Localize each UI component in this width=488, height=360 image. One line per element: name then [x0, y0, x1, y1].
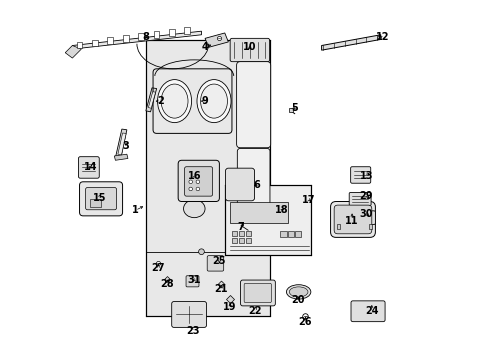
Ellipse shape	[286, 285, 310, 299]
Text: 23: 23	[185, 325, 199, 336]
FancyBboxPatch shape	[145, 40, 269, 316]
Text: 14: 14	[83, 162, 97, 172]
Ellipse shape	[289, 287, 307, 297]
Text: 17: 17	[302, 195, 315, 205]
Text: 13: 13	[359, 171, 372, 181]
Text: 15: 15	[92, 193, 106, 203]
Bar	[239, 238, 244, 243]
FancyBboxPatch shape	[178, 160, 219, 202]
FancyBboxPatch shape	[185, 276, 199, 287]
Circle shape	[196, 187, 199, 191]
FancyBboxPatch shape	[230, 39, 269, 62]
Circle shape	[198, 249, 204, 255]
Text: 18: 18	[275, 206, 288, 216]
FancyBboxPatch shape	[350, 301, 384, 321]
FancyBboxPatch shape	[85, 188, 116, 210]
Text: 21: 21	[214, 284, 227, 294]
FancyBboxPatch shape	[236, 62, 270, 148]
Bar	[90, 199, 101, 207]
Bar	[231, 231, 237, 235]
Polygon shape	[118, 133, 126, 155]
Bar	[153, 31, 159, 38]
Ellipse shape	[200, 84, 227, 118]
Text: 29: 29	[359, 191, 372, 201]
Polygon shape	[115, 129, 126, 158]
FancyBboxPatch shape	[237, 148, 269, 212]
Ellipse shape	[157, 80, 191, 123]
Text: 19: 19	[223, 302, 236, 312]
Polygon shape	[321, 35, 380, 50]
FancyBboxPatch shape	[78, 157, 99, 178]
Text: 16: 16	[187, 171, 201, 181]
Text: 6: 6	[253, 180, 260, 190]
Text: 20: 20	[291, 295, 305, 305]
Circle shape	[188, 180, 192, 184]
FancyBboxPatch shape	[184, 167, 212, 196]
Bar	[168, 29, 174, 36]
Polygon shape	[114, 154, 128, 160]
Text: 25: 25	[212, 256, 225, 266]
Polygon shape	[72, 31, 201, 49]
Text: 10: 10	[243, 42, 256, 52]
Bar	[184, 27, 190, 34]
Text: 26: 26	[298, 317, 311, 327]
Text: 3: 3	[122, 141, 129, 151]
FancyBboxPatch shape	[244, 283, 271, 303]
Text: 11: 11	[345, 216, 358, 226]
FancyBboxPatch shape	[80, 182, 122, 216]
Bar	[122, 35, 128, 42]
Ellipse shape	[161, 84, 187, 118]
Ellipse shape	[197, 80, 230, 123]
Text: 30: 30	[359, 209, 372, 219]
FancyBboxPatch shape	[224, 185, 310, 255]
Polygon shape	[204, 33, 228, 47]
Text: 2: 2	[157, 96, 163, 106]
Bar	[107, 37, 113, 44]
Circle shape	[188, 187, 192, 191]
FancyBboxPatch shape	[347, 211, 375, 225]
Text: 4: 4	[201, 42, 208, 52]
Bar	[246, 231, 251, 235]
Bar	[138, 33, 143, 40]
Bar	[280, 231, 286, 237]
Text: 1: 1	[131, 206, 138, 216]
Text: 27: 27	[151, 263, 165, 273]
Ellipse shape	[183, 200, 204, 218]
Bar	[368, 224, 371, 229]
Text: 5: 5	[291, 103, 298, 113]
Text: 22: 22	[248, 306, 262, 316]
FancyBboxPatch shape	[240, 280, 275, 306]
FancyBboxPatch shape	[207, 256, 223, 271]
Text: 12: 12	[375, 32, 388, 41]
FancyBboxPatch shape	[348, 193, 370, 206]
Text: 31: 31	[187, 275, 201, 285]
Text: 8: 8	[142, 32, 149, 41]
Polygon shape	[148, 92, 155, 108]
Bar	[287, 231, 293, 237]
Bar	[230, 202, 287, 223]
Bar	[92, 40, 98, 46]
Bar	[294, 231, 301, 237]
Bar	[77, 41, 82, 48]
Bar	[239, 231, 244, 235]
FancyBboxPatch shape	[171, 302, 206, 327]
FancyBboxPatch shape	[330, 202, 375, 237]
Polygon shape	[65, 45, 81, 58]
Circle shape	[196, 180, 199, 184]
Text: 7: 7	[237, 222, 244, 231]
Bar	[336, 224, 339, 229]
Text: 24: 24	[365, 306, 378, 316]
Text: 9: 9	[201, 96, 208, 106]
FancyBboxPatch shape	[350, 167, 370, 183]
FancyBboxPatch shape	[333, 205, 371, 234]
Text: 28: 28	[160, 279, 174, 289]
Polygon shape	[145, 88, 156, 112]
FancyBboxPatch shape	[225, 168, 254, 201]
Bar	[231, 238, 237, 243]
Bar	[246, 238, 251, 243]
